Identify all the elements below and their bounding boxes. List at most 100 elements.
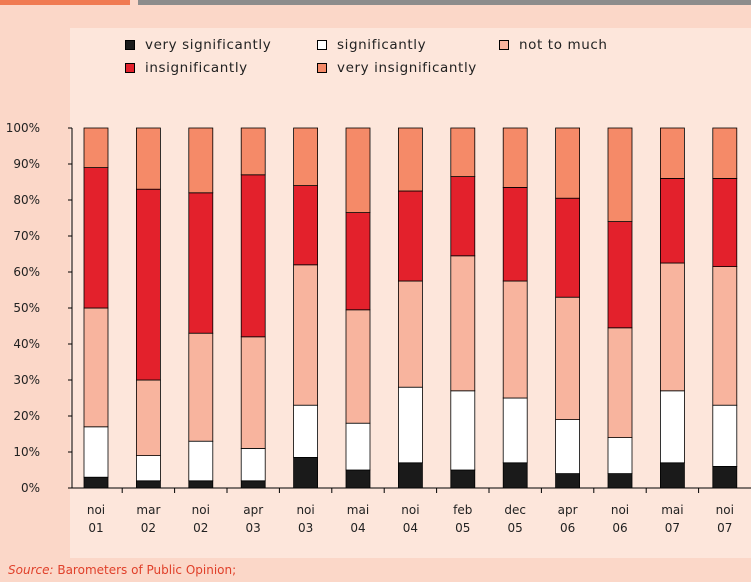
x-tick-label-month: noi — [87, 503, 105, 517]
bar-segment — [240, 174, 266, 338]
bar-segment — [502, 462, 528, 489]
legend-panel — [70, 28, 751, 118]
x-tick-label-month: apr — [243, 503, 263, 517]
bar-segment — [555, 296, 580, 421]
x-tick-label-month: mar — [136, 503, 160, 517]
bar-segment — [83, 127, 109, 168]
x-tick-label-month: noi — [401, 503, 419, 517]
bar-segment — [397, 386, 423, 464]
legend-swatch — [125, 63, 135, 73]
bar-segment — [450, 255, 476, 392]
bar-segment — [135, 379, 161, 456]
bar-segment — [397, 127, 423, 192]
bar-segment — [83, 476, 109, 489]
bar-segment — [135, 127, 161, 190]
x-tick-label-month: noi — [192, 503, 210, 517]
y-tick-label: 100% — [6, 121, 40, 135]
bar-segment — [607, 473, 633, 489]
y-tick-label: 50% — [13, 301, 40, 315]
x-tick-label-year: 02 — [141, 521, 156, 535]
bar-segment — [240, 336, 266, 449]
bar-segment — [450, 176, 476, 257]
bar-segment — [345, 469, 371, 489]
bar-segment — [188, 440, 214, 482]
legend-item-very-insignificantly: very insignificantly — [317, 60, 477, 76]
bar-segment — [240, 447, 266, 482]
bar-segment — [502, 186, 528, 282]
x-tick-label-year: 06 — [612, 521, 627, 535]
source-label: Source: — [8, 563, 54, 577]
source-text: Barometers of Public Opinion; — [53, 563, 237, 577]
bar-segment — [607, 221, 633, 329]
bar-segment — [188, 192, 214, 334]
x-tick-label-year: 02 — [193, 521, 208, 535]
legend-swatch — [317, 40, 327, 50]
x-tick-label-month: mai — [347, 503, 369, 517]
x-tick-label-month: feb — [453, 503, 472, 517]
x-tick-label-month: noi — [716, 503, 734, 517]
source-note: Source: Barometers of Public Opinion; — [8, 563, 236, 577]
bar-segment — [712, 266, 738, 406]
bar-segment — [293, 264, 319, 406]
x-tick-label-year: 07 — [665, 521, 680, 535]
bar-segment — [660, 390, 685, 464]
bar-segment — [293, 127, 319, 186]
bar-segment — [293, 456, 319, 489]
bar-segment — [502, 397, 528, 464]
x-tick-label-year: 03 — [298, 521, 313, 535]
legend-swatch — [125, 40, 135, 50]
top-divider-bar — [138, 0, 751, 5]
bar-segment — [345, 309, 371, 424]
legend-swatch — [317, 63, 327, 73]
bar-segment — [660, 127, 685, 179]
bar-segment — [450, 469, 476, 489]
legend-label: very insignificantly — [337, 60, 477, 76]
bar-segment — [397, 462, 423, 489]
bar-segment — [555, 473, 580, 489]
y-tick-label: 70% — [13, 229, 40, 243]
bar-segment — [660, 177, 685, 264]
x-tick-label-month: apr — [558, 503, 578, 517]
y-tick-label: 30% — [13, 373, 40, 387]
x-tick-label-month: noi — [296, 503, 314, 517]
x-tick-label-year: 04 — [350, 521, 365, 535]
x-tick-label-month: dec — [504, 503, 526, 517]
bar-segment — [660, 262, 685, 392]
bar-segment — [502, 127, 528, 188]
bar-segment — [712, 404, 738, 467]
bar-segment — [240, 480, 266, 489]
legend-item-insignificantly: insignificantly — [125, 60, 248, 76]
bar-segment — [83, 426, 109, 478]
bar-segment — [345, 127, 371, 213]
x-tick-label-year: 03 — [246, 521, 261, 535]
bar-segment — [188, 480, 214, 489]
bar-segment — [397, 190, 423, 282]
bar-segment — [135, 455, 161, 482]
bar-segment — [450, 127, 476, 177]
bar-segment — [450, 390, 476, 471]
bar-segment — [712, 465, 738, 489]
bar-segment — [660, 462, 685, 489]
legend-label: not to much — [519, 37, 608, 53]
legend-item-not-to-much: not to much — [499, 37, 608, 53]
x-tick-label-month: noi — [611, 503, 629, 517]
bar-segment — [607, 437, 633, 475]
legend-item-very-significantly: very significantly — [125, 37, 271, 53]
x-tick-label-year: 01 — [88, 521, 103, 535]
bar-segment — [83, 167, 109, 309]
bar-segment — [555, 197, 580, 298]
y-tick-label: 60% — [13, 265, 40, 279]
bar-segment — [188, 127, 214, 194]
legend-item-significantly: significantly — [317, 37, 426, 53]
bar-segment — [345, 212, 371, 311]
legend-label: very significantly — [145, 37, 272, 53]
x-tick-label-year: 04 — [403, 521, 418, 535]
bar-segment — [397, 280, 423, 388]
bar-segment — [607, 327, 633, 438]
bar-segment — [712, 127, 738, 179]
y-tick-label: 10% — [13, 445, 40, 459]
y-tick-label: 40% — [13, 337, 40, 351]
bar-segment — [555, 419, 580, 475]
bar-segment — [188, 332, 214, 442]
x-tick-label-year: 05 — [455, 521, 470, 535]
